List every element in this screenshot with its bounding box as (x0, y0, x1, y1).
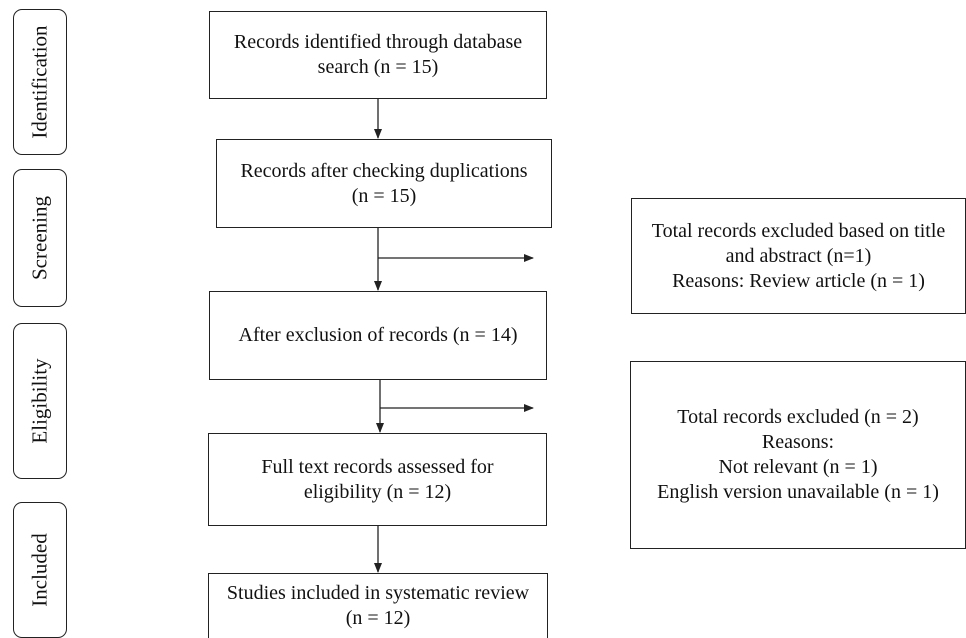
stage-eligibility-label: Eligibility (27, 358, 52, 444)
stage-eligibility: Eligibility (13, 323, 67, 479)
title-abstract-exclusion-line3: Reasons: Review article (n = 1) (672, 269, 925, 292)
stage-identification: Identification (13, 9, 67, 155)
full-text-assessed-line2: eligibility (n = 12) (303, 480, 452, 503)
records-deduplicated-line2: (n = 15) (351, 184, 417, 207)
stage-included: Included (13, 502, 67, 638)
records-deduplicated-box: Records after checking duplications (n =… (216, 139, 552, 228)
after-exclusion-line1: After exclusion of records (n = 14) (238, 324, 518, 346)
records-identified-box: Records identified through database sear… (209, 11, 547, 99)
full-text-assessed-line1: Full text records assessed for (261, 455, 494, 478)
stage-screening-label: Screening (27, 196, 52, 280)
studies-included-line1: Studies included in systematic review (226, 582, 530, 604)
studies-included-line2: (n = 12) (345, 607, 411, 629)
title-abstract-exclusion-box: Total records excluded based on title an… (631, 198, 966, 314)
records-identified-line1: Records identified through database (233, 31, 523, 53)
records-identified-line2: search (n = 15) (317, 56, 439, 78)
stage-included-label: Included (27, 533, 52, 607)
full-text-assessed-box: Full text records assessed for eligibili… (208, 433, 547, 526)
title-abstract-exclusion-line2: and abstract (n=1) (725, 244, 872, 267)
full-text-exclusion-line1: Total records excluded (n = 2) (677, 406, 919, 428)
full-text-exclusion-line3: Not relevant (n = 1) (718, 456, 878, 478)
full-text-exclusion-line4: English version unavailable (n = 1) (657, 481, 939, 503)
stage-identification-label: Identification (27, 25, 52, 139)
full-text-exclusion-box: Total records excluded (n = 2) Reasons: … (630, 361, 966, 549)
stage-screening: Screening (13, 169, 67, 307)
records-deduplicated-line1: Records after checking duplications (240, 159, 528, 182)
full-text-exclusion-line2: Reasons: (761, 431, 835, 453)
after-exclusion-box: After exclusion of records (n = 14) (209, 291, 547, 380)
title-abstract-exclusion-line1: Total records excluded based on title (651, 219, 946, 242)
studies-included-box: Studies included in systematic review (n… (208, 573, 548, 638)
